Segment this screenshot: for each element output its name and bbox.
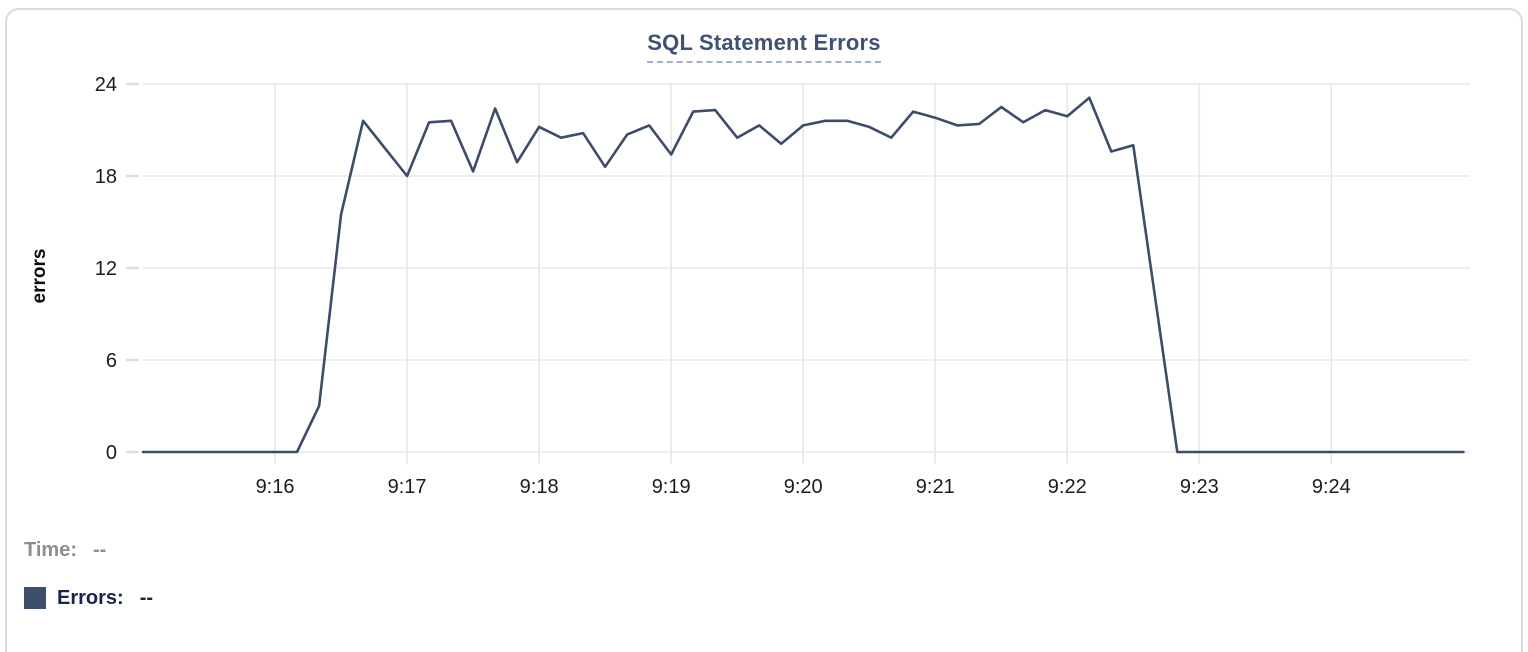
x-tick-label: 9:17 bbox=[388, 476, 427, 498]
y-axis-title: errors bbox=[29, 248, 50, 304]
errors-series-swatch bbox=[24, 587, 46, 609]
errors-series-line[interactable] bbox=[141, 96, 1465, 454]
x-tick-label: 9:16 bbox=[256, 476, 295, 498]
chart-title[interactable]: SQL Statement Errors bbox=[647, 30, 881, 63]
x-tick-label: 9:19 bbox=[652, 476, 691, 498]
y-tick-label: 18 bbox=[95, 166, 117, 188]
x-tick-label: 9:24 bbox=[1312, 476, 1351, 498]
chart-title-wrap: SQL Statement Errors bbox=[0, 30, 1528, 63]
chart-panel bbox=[5, 8, 1523, 652]
legend-time-value: -- bbox=[92, 538, 107, 561]
x-tick-label: 9:22 bbox=[1048, 476, 1087, 498]
chart-legend: Time: -- Errors: -- bbox=[24, 538, 153, 610]
x-tick-label: 9:21 bbox=[916, 476, 955, 498]
x-tick-label: 9:23 bbox=[1180, 476, 1219, 498]
y-tick-label: 6 bbox=[106, 350, 117, 372]
x-tick-label: 9:20 bbox=[784, 476, 823, 498]
y-tick-label: 24 bbox=[95, 74, 117, 96]
y-tick-label: 12 bbox=[95, 258, 117, 280]
y-tick-label: 0 bbox=[106, 442, 117, 464]
x-tick-label: 9:18 bbox=[520, 476, 559, 498]
legend-time-label: Time: bbox=[24, 538, 77, 561]
legend-errors-label: Errors: bbox=[57, 586, 124, 609]
legend-row-time: Time: -- bbox=[24, 538, 153, 562]
legend-errors-value: -- bbox=[139, 586, 154, 609]
legend-row-errors[interactable]: Errors: -- bbox=[24, 586, 153, 610]
